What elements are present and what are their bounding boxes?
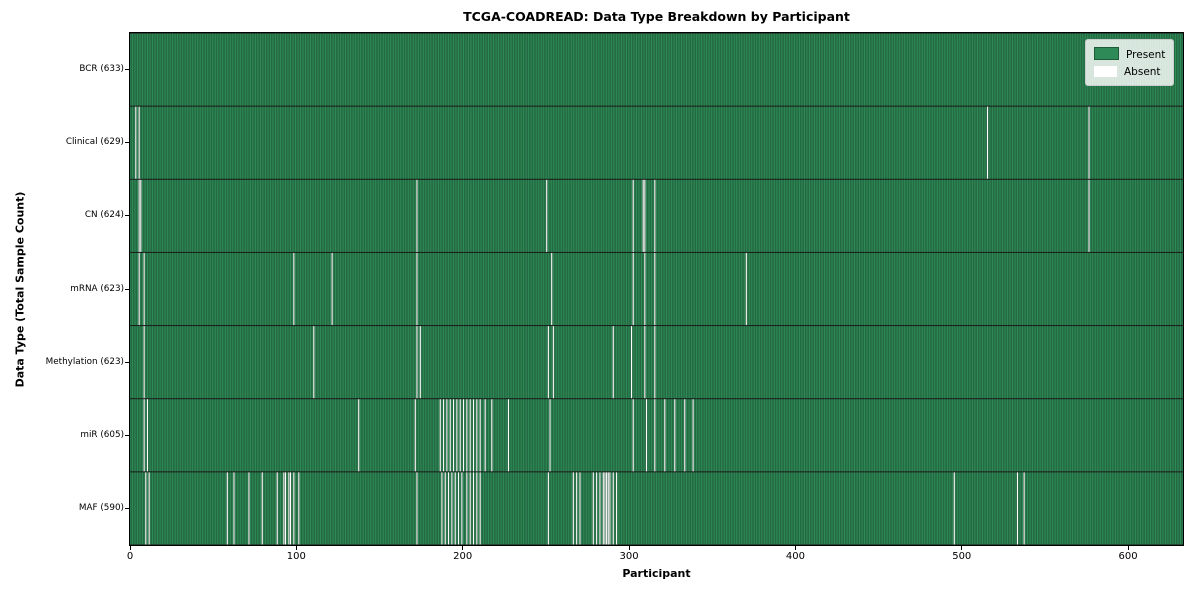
row-tick-mark: [125, 361, 129, 363]
present-swatch-icon: [1094, 47, 1119, 60]
row-label: Methylation (623): [45, 356, 124, 367]
row-tick-mark: [125, 142, 129, 144]
x-tick-label: 200: [453, 551, 473, 562]
y-axis-label: Data Type (Total Sample Count): [13, 191, 27, 388]
plot-area: [129, 32, 1184, 546]
row-label: miR (605): [80, 429, 124, 440]
row-tick-mark: [125, 215, 129, 217]
row-label: CN (624): [84, 210, 124, 221]
x-tick-mark: [129, 546, 131, 550]
heatmap-canvas: [130, 33, 1183, 545]
x-tick-mark: [295, 546, 297, 550]
x-tick-mark: [1127, 546, 1129, 550]
row-label: Clinical (629): [65, 137, 124, 148]
row-label: mRNA (623): [70, 283, 124, 294]
legend-label-present: Present: [1126, 49, 1166, 61]
row-label: BCR (633): [79, 64, 124, 75]
row-label: MAF (590): [78, 502, 124, 513]
legend: Present Absent: [1085, 39, 1174, 86]
legend-entry-absent: Absent: [1094, 63, 1165, 80]
legend-label-absent: Absent: [1124, 66, 1161, 78]
chart-title: TCGA-COADREAD: Data Type Breakdown by Pa…: [463, 9, 850, 24]
x-tick-label: 100: [286, 551, 306, 562]
x-tick-label: 300: [619, 551, 639, 562]
x-tick-mark: [628, 546, 630, 550]
x-tick-mark: [462, 546, 464, 550]
x-tick-label: 500: [952, 551, 972, 562]
row-tick-mark: [125, 288, 129, 290]
x-tick-label: 0: [126, 551, 134, 562]
absent-swatch-icon: [1094, 66, 1117, 77]
x-tick-mark: [961, 546, 963, 550]
x-tick-label: 400: [785, 551, 805, 562]
row-tick-mark: [125, 507, 129, 509]
row-tick-mark: [125, 69, 129, 71]
legend-entry-present: Present: [1094, 46, 1165, 63]
x-tick-mark: [794, 546, 796, 550]
x-axis-label: Participant: [622, 567, 691, 580]
x-tick-label: 600: [1118, 551, 1138, 562]
row-tick-mark: [125, 434, 129, 436]
